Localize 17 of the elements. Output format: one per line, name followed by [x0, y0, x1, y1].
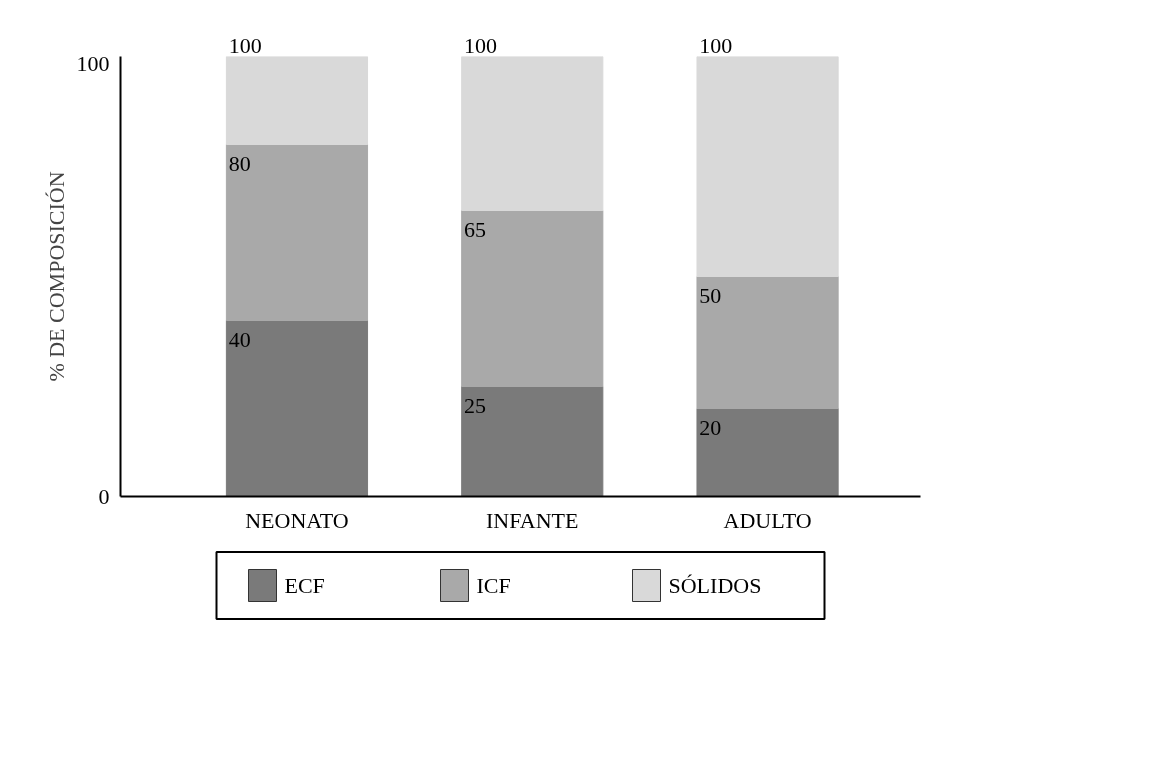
- annotation: 80: [228, 150, 251, 176]
- legend-label: ECF: [284, 573, 325, 598]
- annotation: 65: [464, 216, 487, 242]
- data-label: 20: [699, 414, 722, 440]
- total-label: 100: [228, 32, 262, 58]
- data-label: 40: [228, 326, 251, 352]
- data-label: 25: [464, 392, 487, 418]
- annotation: 50: [699, 282, 722, 308]
- total-label: 100: [699, 32, 733, 58]
- x-tick-label: NEONATO: [245, 507, 349, 533]
- legend-label: ICF: [476, 573, 511, 598]
- x-tick-label: ADULTO: [723, 507, 812, 533]
- y-axis-title: % DE COMPOSICIÓN: [43, 171, 69, 382]
- y-tick-label: 0: [98, 483, 110, 509]
- legend-label: SÓLIDOS: [668, 573, 762, 598]
- total-label: 100: [464, 32, 498, 58]
- x-tick-label: INFANTE: [486, 507, 579, 533]
